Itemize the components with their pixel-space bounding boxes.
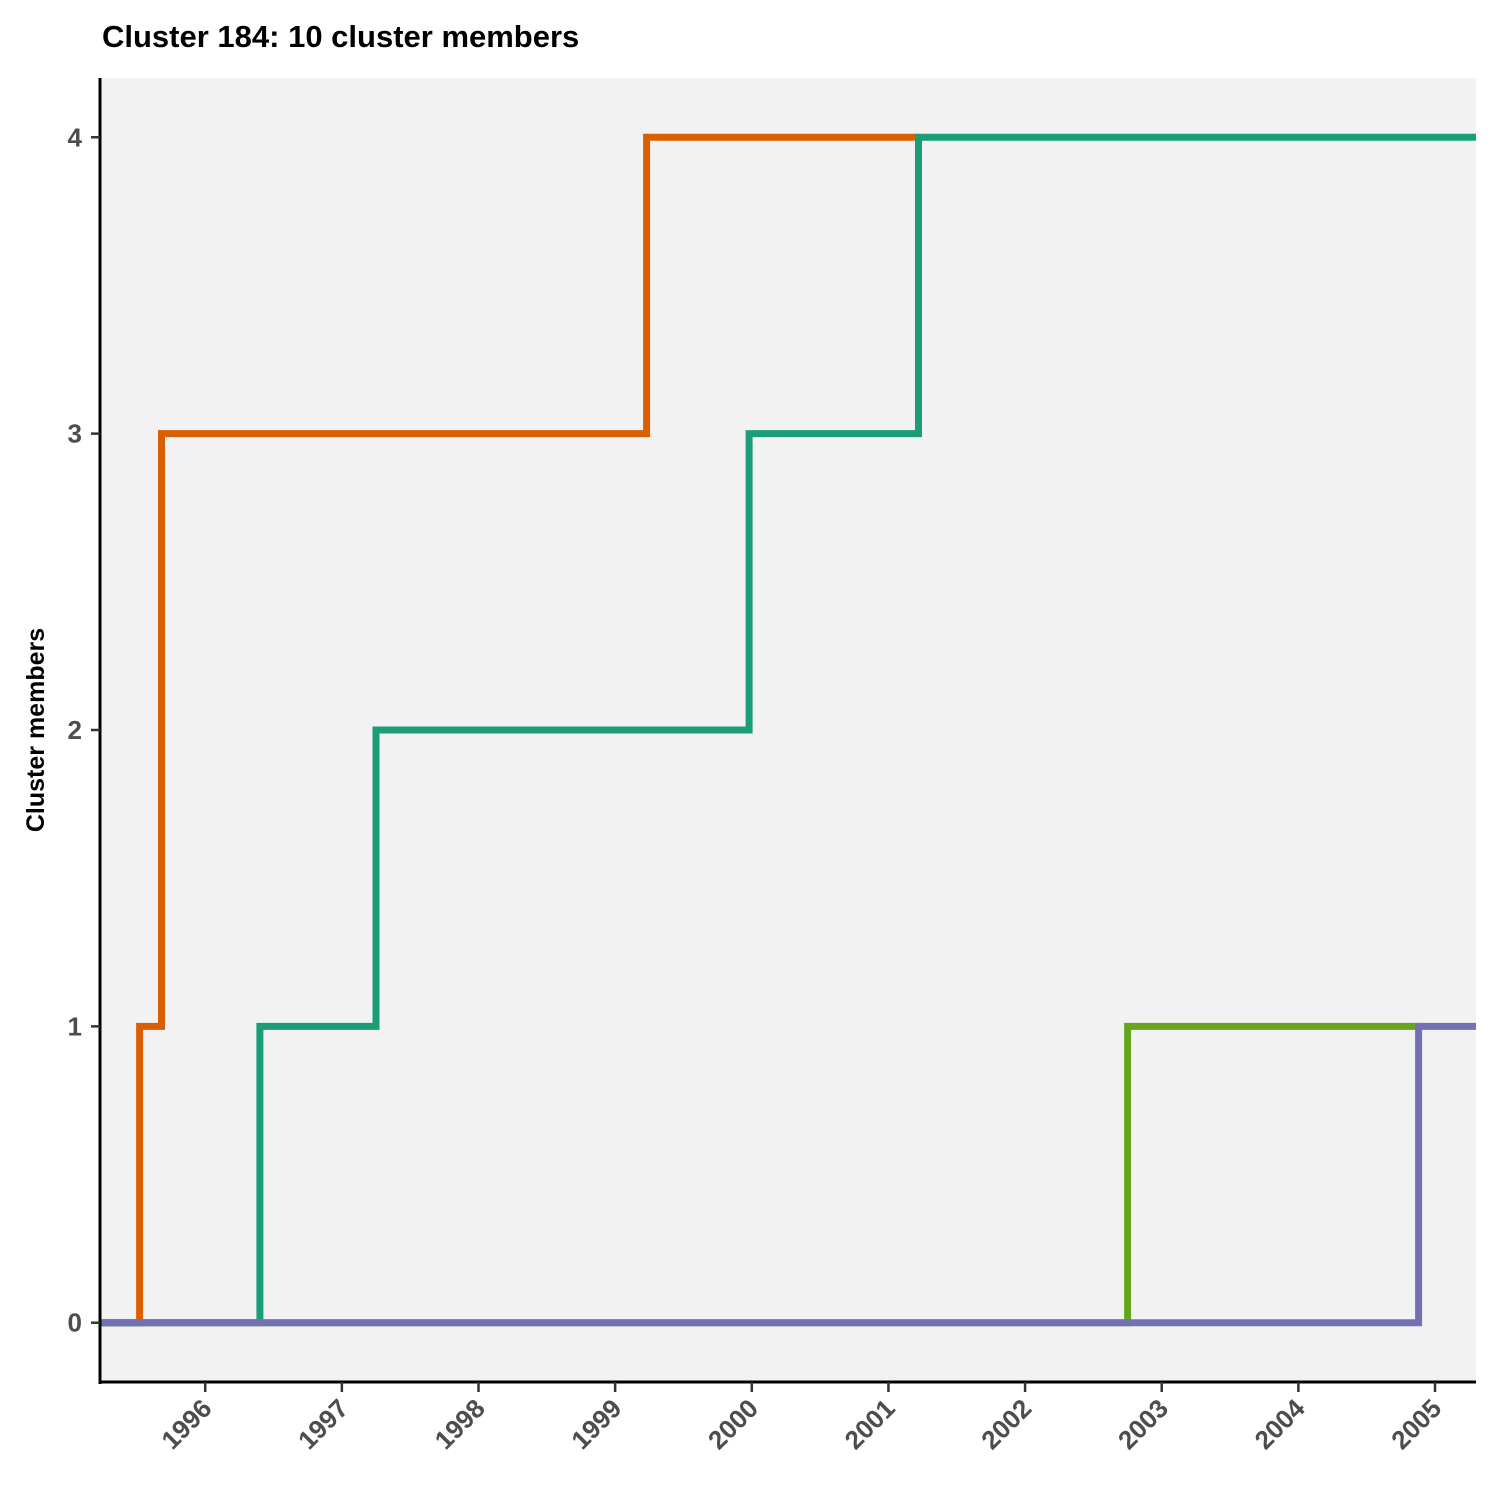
x-tick-label: 2004 [1248, 1393, 1310, 1455]
x-tick-label: 2002 [975, 1393, 1037, 1455]
series-line-1 [100, 133, 916, 1327]
x-tick-label: 1999 [565, 1393, 627, 1455]
x-tick-label: 1998 [429, 1393, 491, 1455]
x-tick-label: 2000 [702, 1393, 764, 1455]
plot-background [100, 78, 1476, 1382]
y-tick-label: 1 [68, 1011, 82, 1041]
y-tick-label: 0 [68, 1308, 82, 1338]
x-tick-label: 2005 [1385, 1393, 1447, 1455]
x-tick-label: 1997 [292, 1393, 354, 1455]
y-axis-label: Cluster members [22, 628, 50, 832]
y-tick-label: 4 [68, 122, 83, 152]
series-line-2 [100, 133, 1476, 1327]
y-ticks: 0 1 2 3 4 [68, 122, 100, 1338]
series-layer [100, 133, 1476, 1327]
x-tick-label: 2003 [1112, 1393, 1174, 1455]
x-tick-label: 2001 [839, 1393, 901, 1455]
y-tick-label: 3 [68, 419, 82, 449]
x-ticks: 1996 1997 1998 1999 2000 2001 2002 2003 2004 2005 [155, 1382, 1447, 1455]
y-tick-label: 2 [68, 715, 82, 745]
x-tick-label: 1996 [155, 1393, 217, 1455]
chart-title: Cluster 184: 10 cluster members [102, 19, 579, 54]
series-line-4 [100, 1022, 1476, 1327]
